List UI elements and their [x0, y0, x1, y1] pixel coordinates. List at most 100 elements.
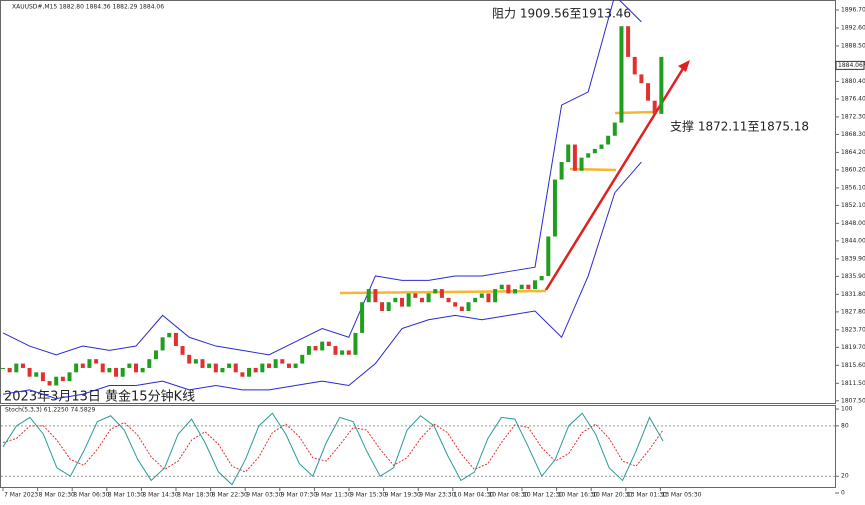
support-note: 支撑 1872.11至1875.18 — [670, 119, 809, 134]
price-label: 1884.06 — [838, 62, 863, 69]
candle — [386, 302, 391, 311]
candle — [446, 297, 451, 303]
y-tick-label: 1896.70 — [841, 7, 865, 14]
x-tick-label: 10 Mar 08:30 — [488, 492, 528, 499]
x-tick-label: 8 Mar 10:30 — [108, 492, 144, 499]
candle — [439, 289, 444, 298]
candle — [646, 83, 651, 101]
candle — [400, 297, 404, 307]
candle — [306, 346, 311, 355]
y-tick-label: 1856.10 — [841, 184, 865, 191]
y-tick-label: 1860.20 — [841, 166, 865, 173]
stoch-tick-label: 80 — [841, 422, 849, 429]
y-tick-label: 1839.90 — [841, 255, 865, 262]
candle — [599, 144, 604, 149]
candle — [426, 293, 431, 303]
candle — [559, 162, 564, 180]
x-tick-label: 10 Mar 20:30 — [592, 492, 632, 499]
candle — [360, 302, 365, 333]
candle — [260, 363, 265, 373]
candle — [200, 359, 205, 368]
candle — [140, 367, 145, 373]
candle — [34, 372, 39, 377]
candle — [513, 289, 518, 294]
candle — [526, 284, 531, 290]
y-tick-label: 1848.00 — [841, 220, 865, 227]
y-tick-label: 1807.50 — [841, 397, 865, 404]
x-tick-label: 8 Mar 06:30 — [73, 492, 109, 499]
candle — [632, 56, 637, 75]
candle — [592, 148, 597, 154]
candle — [240, 372, 245, 377]
x-tick-label: 8 Mar 14:30 — [142, 492, 178, 499]
candle — [353, 332, 358, 355]
candle — [506, 284, 511, 294]
candle — [180, 346, 185, 355]
y-tick-label: 1827.80 — [841, 308, 865, 315]
candle — [253, 367, 258, 373]
candle — [153, 350, 158, 360]
y-tick-label: 1811.50 — [841, 380, 865, 387]
candle — [74, 363, 79, 373]
candle — [619, 26, 624, 123]
candle — [572, 144, 577, 171]
y-tick-label: 1815.60 — [841, 362, 865, 369]
y-tick-label: 1844.00 — [841, 237, 865, 244]
candle — [280, 359, 285, 364]
candle — [54, 376, 59, 386]
candle — [193, 359, 198, 364]
candle — [346, 350, 351, 355]
candle — [406, 293, 411, 307]
candle — [1, 367, 5, 369]
stoch-tick-label: 100 — [841, 406, 853, 413]
price-box — [835, 60, 865, 70]
main-panel — [0, 0, 836, 404]
candle — [207, 363, 212, 368]
x-tick-label: 8 Mar 18:30 — [177, 492, 213, 499]
x-tick-label: 9 Mar 23:30 — [419, 492, 455, 499]
x-tick-label: 8 Mar 02:30 — [39, 492, 75, 499]
candle — [373, 289, 378, 303]
y-tick-label: 1880.40 — [841, 78, 865, 85]
x-tick-label: 8 Mar 22:30 — [212, 492, 248, 499]
candle — [579, 157, 584, 171]
candle — [612, 122, 617, 136]
band-lower — [2, 161, 642, 400]
stoch-k — [2, 412, 664, 486]
candle — [380, 302, 385, 311]
candle — [94, 359, 99, 364]
stoch-d — [2, 421, 664, 473]
candle — [147, 359, 152, 368]
y-tick-label: 1888.50 — [841, 42, 865, 49]
candle — [366, 289, 371, 303]
x-tick-label: 9 Mar 15:30 — [350, 492, 386, 499]
candle — [187, 354, 192, 364]
candle — [7, 367, 12, 373]
candle — [87, 359, 92, 368]
candle — [433, 289, 438, 294]
candle — [286, 363, 291, 368]
candle — [247, 367, 252, 377]
candle — [333, 346, 338, 355]
candle — [114, 367, 119, 377]
y-tick-label: 1819.70 — [841, 344, 865, 351]
candle — [67, 372, 72, 382]
x-tick-label: 13 Mar 01:30 — [627, 492, 667, 499]
x-tick-label: 9 Mar 11:30 — [315, 492, 351, 499]
candle — [27, 367, 32, 377]
y-tick-label: 1831.80 — [841, 291, 865, 298]
header: XAUUSD#,M15 1882.80 1884.36 1882.29 1884… — [12, 4, 164, 11]
candle — [173, 332, 178, 347]
x-tick-label: 9 Mar 07:30 — [281, 492, 317, 499]
x-tick-label: 9 Mar 03:30 — [246, 492, 282, 499]
candle — [47, 381, 52, 386]
candle — [393, 297, 398, 303]
candle — [127, 363, 132, 368]
stoch-label: Stoch(5,3,3) 61.2250 74.5829 — [5, 407, 96, 414]
x-tick-label: 10 Mar 16:30 — [558, 492, 598, 499]
candle — [167, 332, 172, 338]
x-tick-label: 9 Mar 19:30 — [385, 492, 421, 499]
chart-title: 2023年3月13日 黄金15分钟K线 — [4, 389, 195, 405]
candle — [519, 284, 524, 290]
band-upper — [2, 0, 642, 356]
